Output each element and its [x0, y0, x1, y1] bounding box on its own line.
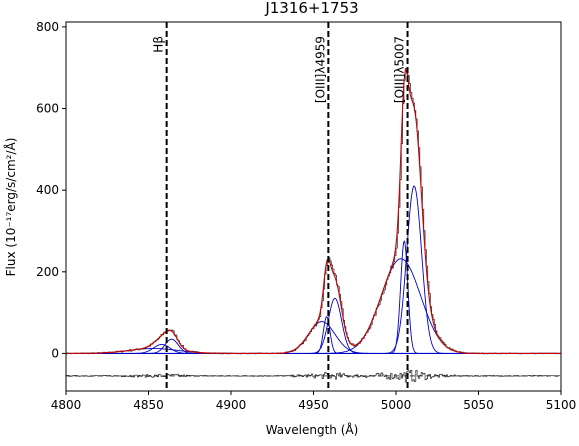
- x-tick-label-1: 4800: [51, 398, 82, 412]
- plot-area: [66, 68, 561, 383]
- y-axis-label: Flux (10⁻¹⁷erg/s/cm²/Å): [3, 138, 18, 277]
- reference-label-2: [OIII]λ4959: [313, 36, 327, 103]
- y-tick-label-2: 200: [36, 265, 59, 279]
- residual-spectrum: [66, 369, 561, 383]
- gaussian-component-7: [66, 240, 561, 354]
- x-tick-label-2: 4850: [133, 398, 164, 412]
- y-tick-label-3: 400: [36, 183, 59, 197]
- x-tick-label-3: 4900: [216, 398, 247, 412]
- y-tick-label-4: 600: [36, 102, 59, 116]
- x-tick-label-7: 5100: [546, 398, 577, 412]
- gaussian-component-5: [66, 297, 561, 354]
- y-tick-label-5: 800: [36, 20, 59, 34]
- axes: 4800 4850 4900 4950 5000 5050 5100 0 200 400 600 80…: [36, 20, 576, 412]
- x-tick-label-5: 5000: [381, 398, 412, 412]
- x-tick-label-4: 4950: [298, 398, 329, 412]
- reference-label-3: [OIII]λ5007: [393, 36, 407, 103]
- model-fit: [66, 69, 561, 354]
- reference-lines: Hβ [OIII]λ4959 [OIII]λ5007: [152, 22, 409, 391]
- gaussian-component-2: [66, 338, 561, 354]
- chart-title: J1316+1753: [264, 0, 358, 17]
- gaussian-component-4: [66, 316, 561, 354]
- reference-label-1: Hβ: [152, 36, 166, 53]
- gaussian-component-6: [66, 258, 561, 354]
- x-tick-label-6: 5050: [463, 398, 494, 412]
- y-tick-label-1: 0: [51, 346, 59, 360]
- observed-spectrum: [66, 68, 561, 355]
- x-axis-label: Wavelength (Å): [266, 422, 359, 437]
